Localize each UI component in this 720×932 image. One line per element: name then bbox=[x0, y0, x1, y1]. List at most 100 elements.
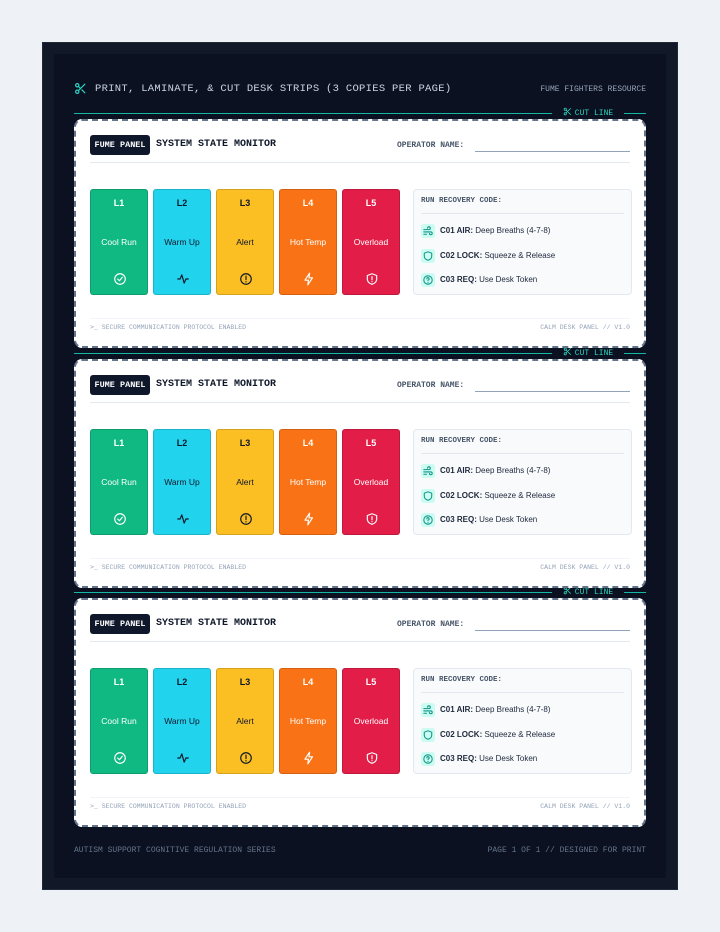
level-code: L1 bbox=[113, 438, 125, 448]
level-name: Overload bbox=[353, 716, 389, 726]
level-icon bbox=[177, 514, 189, 524]
level-code: L5 bbox=[365, 438, 377, 448]
recovery-code: C03 REQ: bbox=[440, 275, 477, 285]
recovery-code: C01 AIR: bbox=[440, 705, 474, 715]
level-card: L2 Warm Up bbox=[153, 189, 211, 295]
divider bbox=[90, 641, 630, 642]
level-name: Overload bbox=[353, 237, 389, 247]
level-name: Hot Temp bbox=[289, 237, 327, 247]
level-name: Warm Up bbox=[164, 477, 200, 487]
level-name: Alert bbox=[236, 716, 254, 726]
level-card: L2 Warm Up bbox=[153, 429, 211, 535]
name-line bbox=[475, 391, 630, 392]
scissors-icon bbox=[74, 82, 87, 100]
level-icon bbox=[366, 273, 378, 285]
recovery-item: C02 LOCK: Squeeze & Release bbox=[421, 248, 556, 263]
recovery-item: C02 LOCK: Squeeze & Release bbox=[421, 488, 556, 503]
strip-footer-left: >_ SECURE COMMUNICATION PROTOCOL ENABLED bbox=[90, 564, 247, 571]
recovery-code: C03 REQ: bbox=[440, 515, 477, 525]
recovery-text: Use Desk Token bbox=[479, 275, 538, 285]
cut-text: CUT LINE bbox=[574, 109, 614, 118]
operator-label: OPERATOR NAME: bbox=[397, 141, 465, 150]
recovery-icon bbox=[421, 727, 435, 742]
recovery-code: C02 LOCK: bbox=[440, 729, 483, 739]
recovery-code: C02 LOCK: bbox=[440, 490, 483, 500]
cut-label: CUT LINE bbox=[552, 586, 624, 598]
level-card: L2 Warm Up bbox=[153, 668, 211, 774]
level-icon bbox=[114, 513, 126, 525]
recovery-box: RUN RECOVERY CODE: C01 AIR: Deep Breaths … bbox=[413, 429, 632, 535]
recovery-title: RUN RECOVERY CODE: bbox=[421, 676, 503, 684]
strip-title: SYSTEM STATE MONITOR bbox=[156, 379, 277, 390]
level-icon bbox=[240, 513, 252, 525]
recovery-text: Deep Breaths (4-7-8) bbox=[475, 226, 551, 236]
level-card: L3 Alert bbox=[216, 429, 274, 535]
level-code: L5 bbox=[365, 198, 377, 208]
level-code: L3 bbox=[239, 438, 251, 448]
level-code: L2 bbox=[176, 198, 188, 208]
recovery-title: RUN RECOVERY CODE: bbox=[421, 437, 503, 445]
scissors-icon bbox=[563, 347, 572, 359]
recovery-icon bbox=[421, 464, 435, 478]
level-name: Overload bbox=[353, 477, 389, 487]
level-code: L3 bbox=[239, 677, 251, 687]
recovery-icon bbox=[421, 703, 435, 717]
level-card: L4 Hot Temp bbox=[279, 429, 337, 535]
badge: FUME PANEL bbox=[90, 614, 150, 634]
level-icon bbox=[114, 273, 126, 285]
level-code: L1 bbox=[113, 677, 125, 687]
footer-left: AUTISM SUPPORT COGNITIVE REGULATION SERI… bbox=[74, 846, 276, 855]
strip-footer-left: >_ SECURE COMMUNICATION PROTOCOL ENABLED bbox=[90, 803, 247, 810]
level-icon bbox=[177, 753, 189, 763]
sheet-title: PRINT, LAMINATE, & CUT DESK STRIPS (3 CO… bbox=[95, 83, 452, 95]
recovery-icon bbox=[421, 513, 435, 527]
level-icon bbox=[304, 272, 314, 286]
level-name: Hot Temp bbox=[289, 716, 327, 726]
level-card: L1 Cool Run bbox=[90, 189, 148, 295]
level-name: Cool Run bbox=[101, 477, 137, 487]
strip-footer-right: CALM DESK PANEL // V1.0 bbox=[540, 803, 630, 810]
name-line bbox=[475, 151, 630, 152]
level-code: L4 bbox=[302, 438, 314, 448]
recovery-item: C02 LOCK: Squeeze & Release bbox=[421, 727, 555, 742]
recovery-item: C01 AIR: Deep Breaths (4-7-8) bbox=[421, 703, 550, 717]
level-icon bbox=[304, 512, 314, 526]
recovery-text: Squeeze & Release bbox=[484, 490, 556, 500]
level-code: L4 bbox=[302, 198, 314, 208]
recovery-box: RUN RECOVERY CODE: C01 AIR: Deep Breaths … bbox=[413, 189, 632, 295]
divider bbox=[90, 558, 630, 559]
recovery-code: C03 REQ: bbox=[440, 754, 477, 764]
strip-title: SYSTEM STATE MONITOR bbox=[156, 618, 277, 629]
recovery-code: C02 LOCK: bbox=[440, 250, 483, 260]
recovery-icon bbox=[421, 273, 435, 287]
level-icon bbox=[366, 513, 378, 525]
recovery-text: Use Desk Token bbox=[479, 515, 538, 525]
recovery-item: C01 AIR: Deep Breaths (4-7-8) bbox=[421, 224, 550, 238]
level-icon bbox=[177, 274, 189, 284]
level-card: L5 Overload bbox=[342, 668, 400, 774]
cut-label: CUT LINE bbox=[552, 347, 624, 359]
level-code: L5 bbox=[365, 677, 377, 687]
recovery-text: Use Desk Token bbox=[479, 754, 538, 764]
level-name: Cool Run bbox=[101, 237, 137, 247]
level-icon bbox=[240, 273, 252, 285]
recovery-text: Squeeze & Release bbox=[484, 250, 556, 260]
level-card: L5 Overload bbox=[342, 189, 400, 295]
recovery-box: RUN RECOVERY CODE: C01 AIR: Deep Breaths … bbox=[413, 668, 632, 774]
level-code: L1 bbox=[113, 198, 125, 208]
level-icon bbox=[114, 752, 126, 764]
level-name: Warm Up bbox=[164, 716, 200, 726]
strip-footer-left: >_ SECURE COMMUNICATION PROTOCOL ENABLED bbox=[90, 324, 247, 331]
recovery-icon bbox=[421, 248, 435, 263]
level-code: L3 bbox=[239, 198, 251, 208]
level-name: Warm Up bbox=[164, 237, 200, 247]
level-card: L3 Alert bbox=[216, 189, 274, 295]
level-card: L3 Alert bbox=[216, 668, 274, 774]
level-card: L1 Cool Run bbox=[90, 668, 148, 774]
recovery-item: C03 REQ: Use Desk Token bbox=[421, 752, 537, 766]
divider bbox=[421, 453, 624, 454]
divider bbox=[421, 692, 624, 693]
cut-line bbox=[74, 113, 646, 114]
divider bbox=[90, 162, 630, 163]
